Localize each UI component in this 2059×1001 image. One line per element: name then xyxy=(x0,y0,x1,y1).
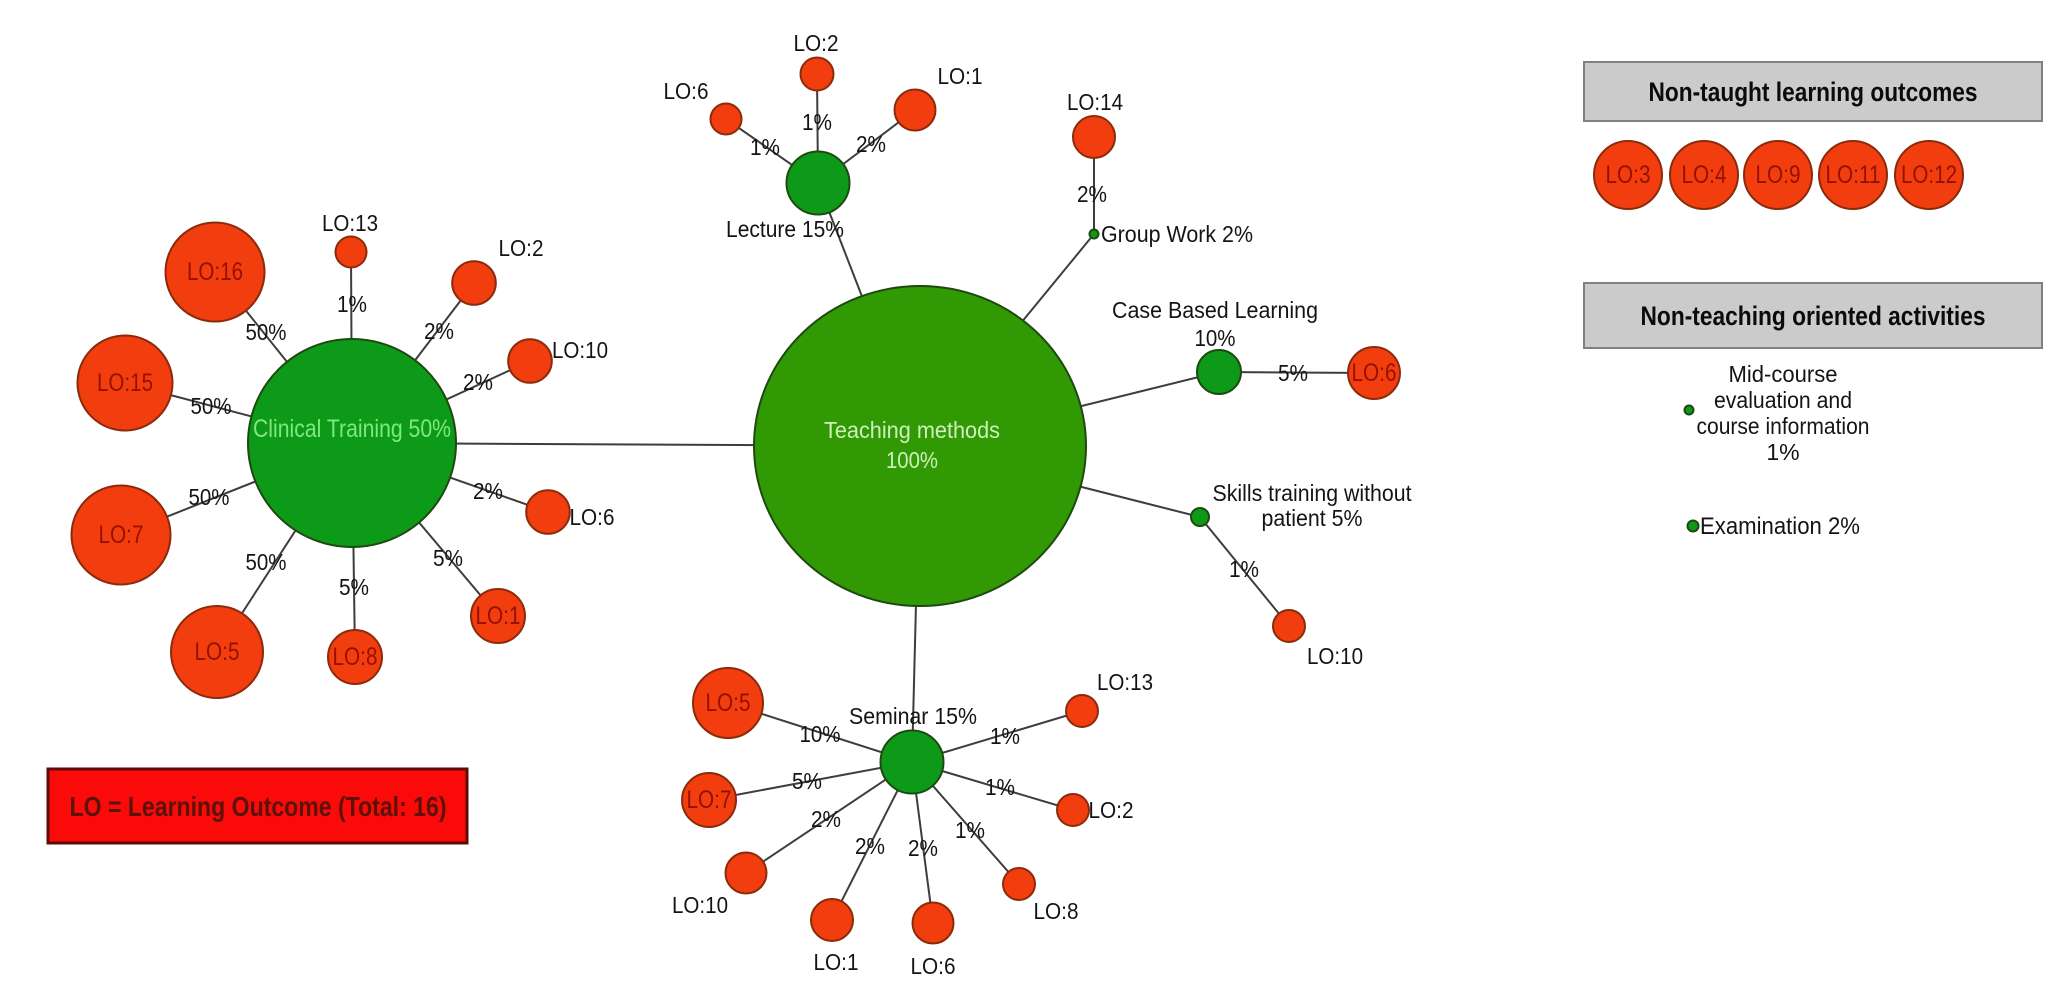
svg-text:1%: 1% xyxy=(955,817,985,843)
svg-text:10%: 10% xyxy=(800,721,841,747)
svg-text:LO:6: LO:6 xyxy=(664,78,709,104)
svg-text:Mid-course: Mid-course xyxy=(1729,361,1838,387)
svg-text:50%: 50% xyxy=(246,549,287,575)
svg-text:LO:12: LO:12 xyxy=(1901,161,1957,189)
svg-text:Seminar 15%: Seminar 15% xyxy=(849,703,977,729)
svg-text:Teaching methods: Teaching methods xyxy=(824,417,1000,443)
svg-text:5%: 5% xyxy=(339,574,369,600)
svg-text:5%: 5% xyxy=(792,768,822,794)
svg-text:2%: 2% xyxy=(908,835,938,861)
svg-text:LO:15: LO:15 xyxy=(97,369,153,397)
svg-text:LO:1: LO:1 xyxy=(814,949,859,975)
svg-text:10%: 10% xyxy=(1195,325,1236,351)
svg-text:LO:13: LO:13 xyxy=(322,210,378,236)
svg-text:course information: course information xyxy=(1697,413,1870,439)
svg-text:LO:9: LO:9 xyxy=(1756,161,1801,189)
svg-text:100%: 100% xyxy=(886,447,938,473)
svg-text:LO:6: LO:6 xyxy=(1352,359,1397,387)
svg-text:2%: 2% xyxy=(856,131,886,157)
svg-text:LO:16: LO:16 xyxy=(187,258,243,286)
svg-text:1%: 1% xyxy=(1766,439,1799,465)
svg-text:Group Work 2%: Group Work 2% xyxy=(1101,221,1253,247)
svg-text:LO:10: LO:10 xyxy=(672,892,728,918)
svg-text:50%: 50% xyxy=(189,484,230,510)
svg-text:1%: 1% xyxy=(802,109,832,135)
svg-text:2%: 2% xyxy=(473,478,503,504)
svg-text:LO:4: LO:4 xyxy=(1682,161,1727,189)
svg-text:Skills training without: Skills training without xyxy=(1213,480,1413,506)
svg-text:Non-teaching oriented activiti: Non-teaching oriented activities xyxy=(1641,301,1986,331)
svg-text:2%: 2% xyxy=(424,318,454,344)
svg-text:Examination 2%: Examination 2% xyxy=(1700,513,1860,540)
svg-text:LO:6: LO:6 xyxy=(911,953,956,979)
svg-text:LO:8: LO:8 xyxy=(333,643,378,671)
svg-text:LO:3: LO:3 xyxy=(1606,161,1651,189)
svg-text:1%: 1% xyxy=(750,134,780,160)
svg-text:5%: 5% xyxy=(433,545,463,571)
svg-text:LO:2: LO:2 xyxy=(794,30,839,56)
svg-text:LO:5: LO:5 xyxy=(195,638,240,666)
svg-text:50%: 50% xyxy=(191,393,232,419)
svg-text:LO:14: LO:14 xyxy=(1067,89,1123,115)
svg-text:LO:11: LO:11 xyxy=(1826,161,1881,189)
svg-text:LO:2: LO:2 xyxy=(499,235,544,261)
svg-text:LO:1: LO:1 xyxy=(476,602,521,630)
svg-text:2%: 2% xyxy=(811,806,841,832)
svg-text:LO:5: LO:5 xyxy=(706,689,751,717)
svg-text:LO:1: LO:1 xyxy=(938,63,983,89)
svg-text:evaluation and: evaluation and xyxy=(1714,387,1852,413)
svg-text:LO:10: LO:10 xyxy=(552,337,608,363)
svg-text:LO:2: LO:2 xyxy=(1089,797,1134,823)
svg-text:1%: 1% xyxy=(985,774,1015,800)
svg-text:LO:13: LO:13 xyxy=(1097,669,1153,695)
svg-text:1%: 1% xyxy=(990,723,1020,749)
svg-text:Lecture 15%: Lecture 15% xyxy=(726,216,844,242)
svg-text:1%: 1% xyxy=(337,291,367,317)
svg-text:patient 5%: patient 5% xyxy=(1262,505,1363,531)
svg-text:Case Based Learning: Case Based Learning xyxy=(1112,297,1318,323)
svg-text:LO = Learning Outcome (Total:: LO = Learning Outcome (Total: 16) xyxy=(70,791,447,822)
svg-text:5%: 5% xyxy=(1278,360,1308,386)
svg-text:Non-taught learning outcomes: Non-taught learning outcomes xyxy=(1649,77,1978,107)
svg-text:2%: 2% xyxy=(1077,181,1107,207)
svg-text:1%: 1% xyxy=(1229,556,1259,582)
svg-text:2%: 2% xyxy=(463,369,493,395)
svg-text:LO:6: LO:6 xyxy=(570,504,615,530)
svg-text:2%: 2% xyxy=(855,833,885,859)
svg-text:50%: 50% xyxy=(246,319,287,345)
svg-text:Clinical Training 50%: Clinical Training 50% xyxy=(253,415,451,443)
svg-text:LO:7: LO:7 xyxy=(99,521,144,549)
svg-text:LO:8: LO:8 xyxy=(1034,898,1079,924)
svg-text:LO:10: LO:10 xyxy=(1307,643,1363,669)
svg-text:LO:7: LO:7 xyxy=(687,786,732,814)
